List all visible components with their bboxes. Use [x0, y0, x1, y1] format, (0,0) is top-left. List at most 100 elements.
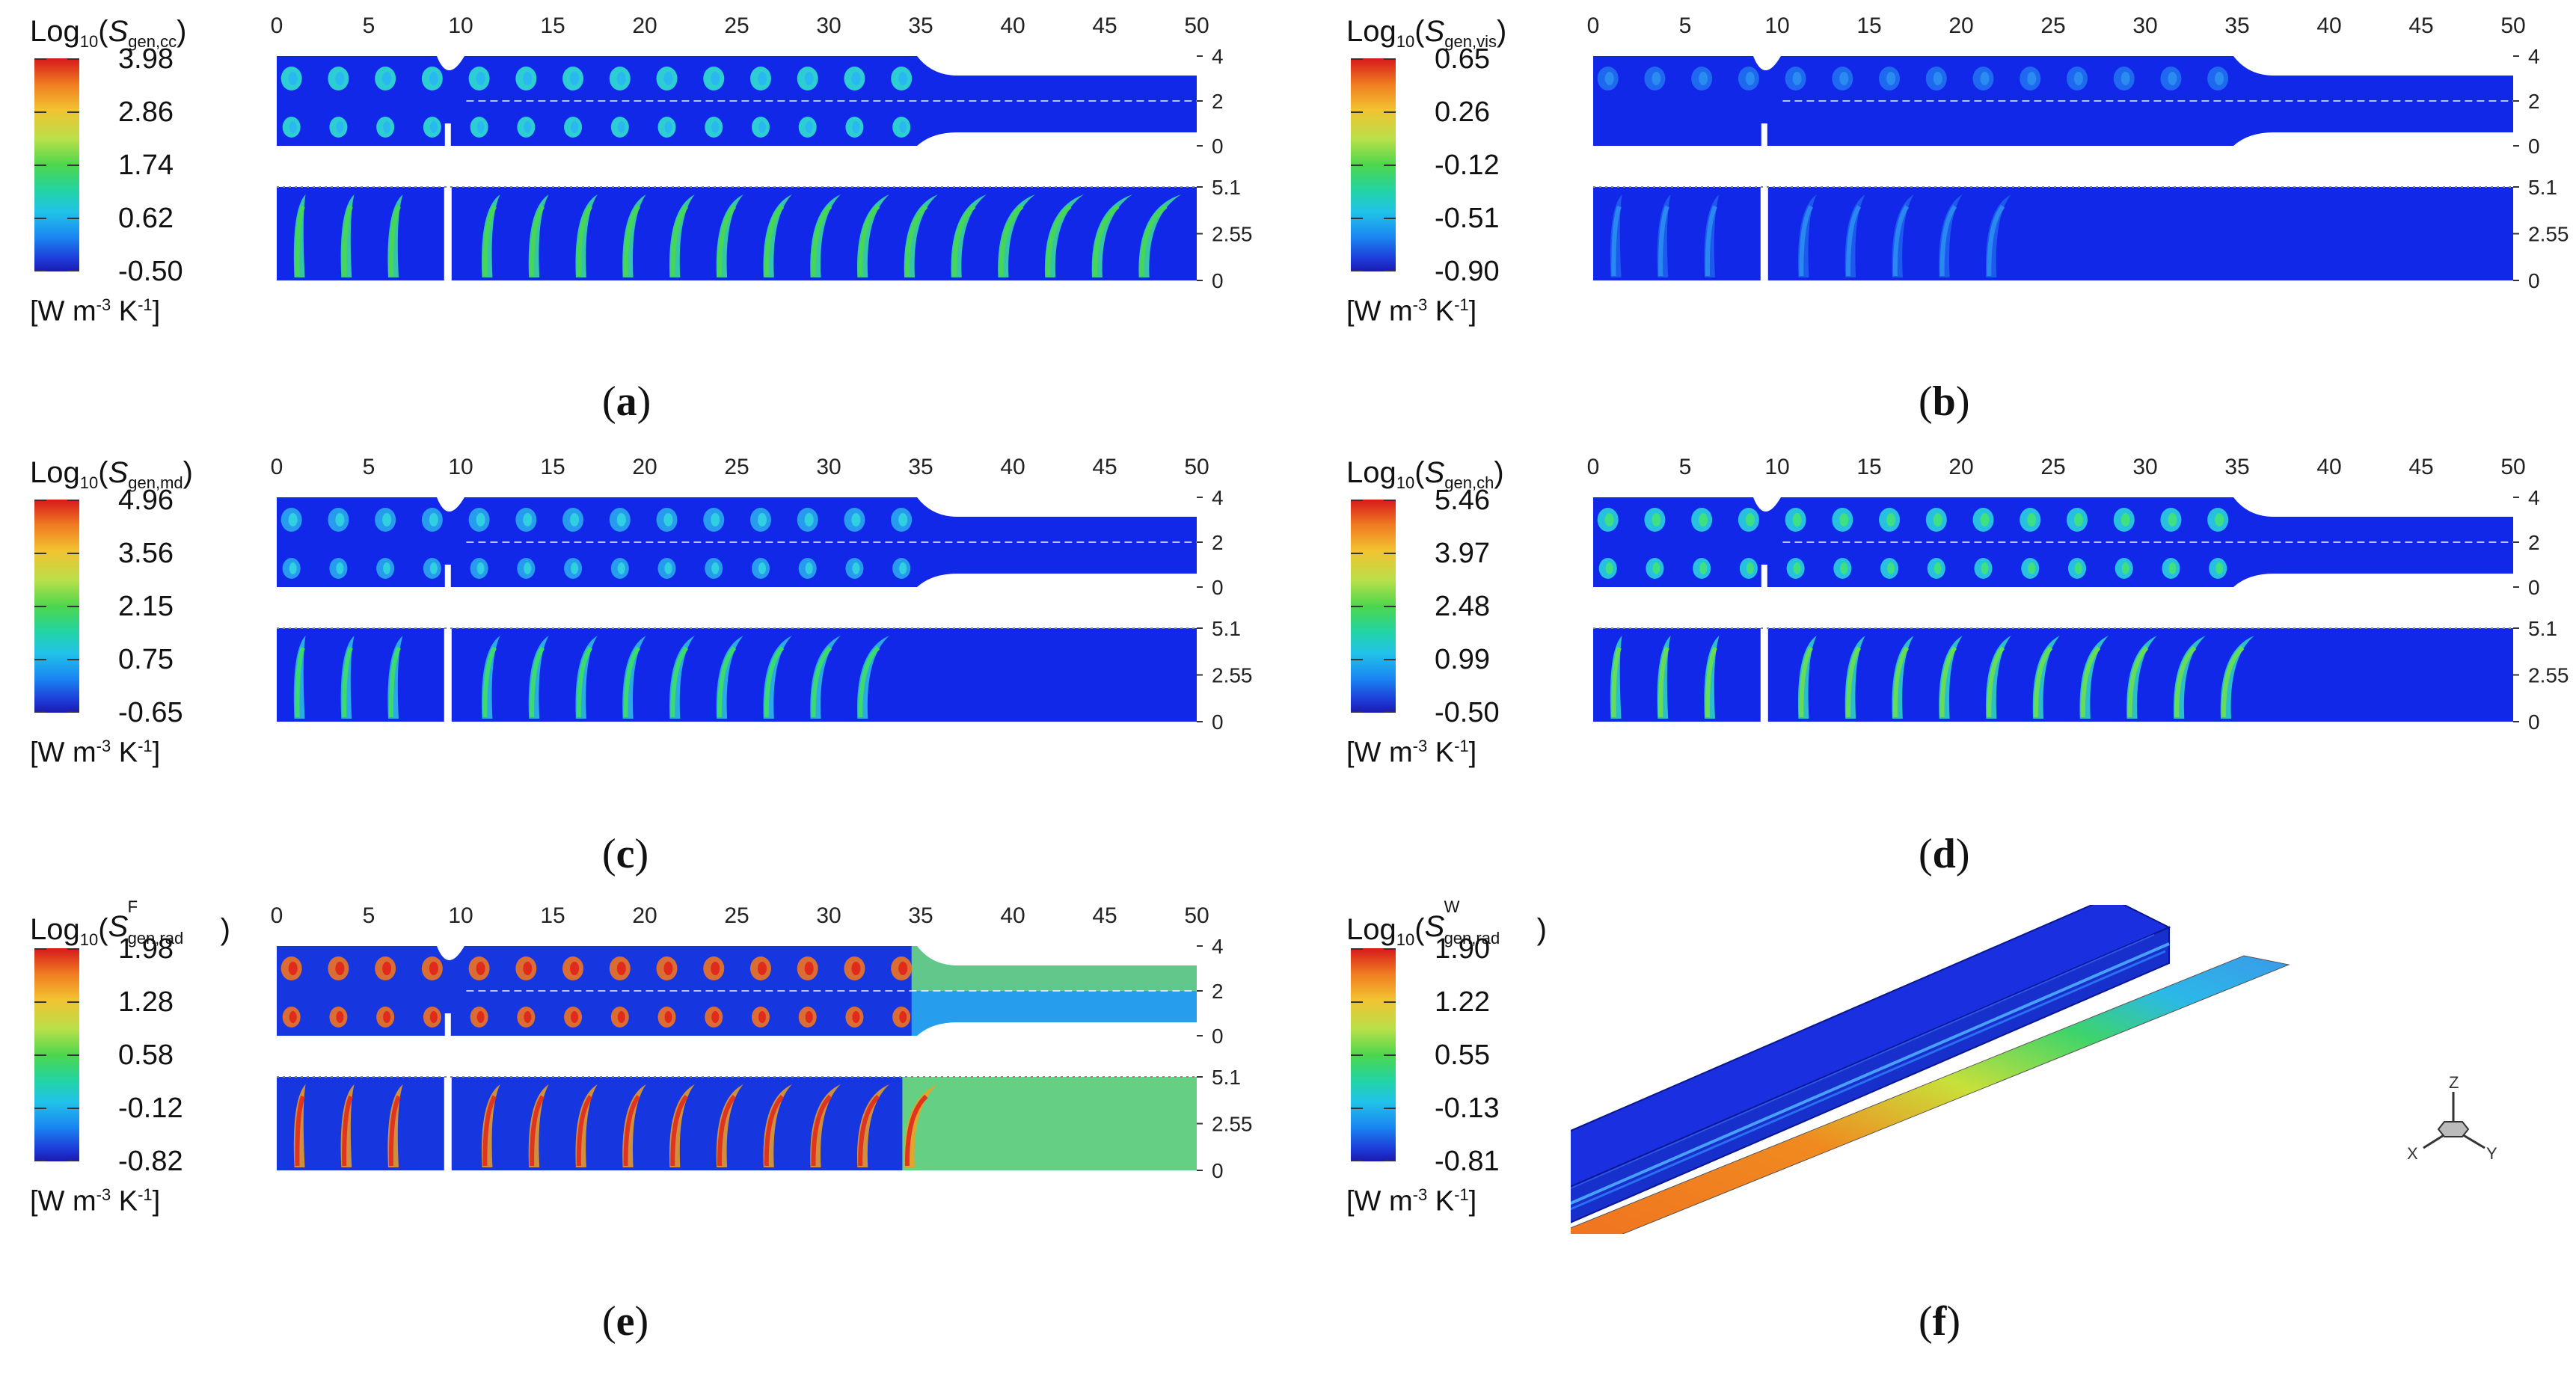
streak-mark — [1985, 636, 2011, 719]
axis-z-label: Z — [2449, 1073, 2459, 1092]
x-tick-label: 20 — [632, 15, 657, 38]
bottom-y-tick-label: 2.55 — [2528, 223, 2569, 246]
panel-c-cbar-tick: 2.15 — [118, 591, 174, 622]
panel-b-cbar-tick: -0.90 — [1435, 256, 1500, 287]
panel-c-label: (c) — [602, 831, 649, 877]
x-tick-label: 45 — [2408, 15, 2433, 38]
panel-f-cbar-tick: -0.13 — [1435, 1093, 1500, 1124]
x-tick-label: 25 — [724, 905, 749, 928]
panel-a-cbar-tick: -0.50 — [118, 256, 183, 287]
panel-d-label: (d) — [1919, 831, 1970, 877]
x-tick-label: 5 — [1679, 456, 1692, 479]
top-subplot — [277, 946, 1197, 1036]
panel-b: Log10(Sgen,vis) 0.65 0.26 -0.12 -0.51 -0… — [1346, 15, 2576, 344]
axis-y-label: Y — [2486, 1144, 2497, 1163]
top-y-tick-label: 2 — [2528, 90, 2540, 113]
x-tick-label: 20 — [1948, 15, 1973, 38]
x-tick-label: 0 — [1587, 15, 1600, 38]
x-tick-label: 5 — [1679, 15, 1692, 38]
axes-triad-icon: Z X Y — [2407, 1073, 2497, 1163]
streak-mark — [2032, 636, 2060, 719]
streak-mark — [998, 194, 1035, 277]
x-tick-label: 0 — [1587, 456, 1600, 479]
panel-b-label: (b) — [1919, 378, 1970, 425]
panel-b-cbar-tick: 0.26 — [1435, 96, 1490, 128]
x-tick-label: 25 — [724, 15, 749, 38]
panel-f-cbar-tick: 1.90 — [1435, 933, 1490, 965]
top-subplot — [1593, 56, 2513, 146]
streak-mark — [2126, 636, 2157, 719]
x-tick-label: 40 — [1000, 905, 1025, 928]
x-tick-label: 5 — [363, 905, 375, 928]
streak-mark — [810, 636, 841, 719]
bottom-subplot — [277, 1074, 1197, 1173]
radiation-strip-3d — [1571, 955, 2290, 1234]
x-tick-label: 25 — [2040, 456, 2065, 479]
panel-a-colorbar — [34, 58, 79, 271]
top-y-tick-label: 4 — [1212, 45, 1224, 68]
x-tick-label: 40 — [2316, 15, 2341, 38]
panel-c-cbar-tick: 4.96 — [118, 485, 174, 516]
panel-b-cbar-tick: 0.65 — [1435, 43, 1490, 75]
bottom-y-tick-label: 0 — [2528, 269, 2540, 292]
x-tick-label: 10 — [448, 905, 473, 928]
x-tick-label: 25 — [724, 456, 749, 479]
top-y-tick-label: 0 — [2528, 135, 2540, 158]
panel-d-cbar-tick: -0.50 — [1435, 697, 1500, 728]
panel-f-cbar-tick: 1.22 — [1435, 986, 1490, 1018]
panel-a-cbar-tick: 2.86 — [118, 96, 174, 128]
panel-d: Log10(Sgen,ch) 5.46 3.97 2.48 0.99 -0.50… — [1346, 456, 2576, 785]
top-y-tick-label: 0 — [1212, 576, 1224, 599]
x-tick-label: 0 — [271, 15, 283, 38]
x-tick-label: 50 — [2500, 15, 2525, 38]
x-tick-label: 35 — [2224, 15, 2249, 38]
panel-f-cbar-tick: -0.81 — [1435, 1146, 1500, 1177]
bottom-y-tick-label: 0 — [2528, 710, 2540, 734]
top-subplot — [277, 497, 1197, 587]
x-tick-label: 45 — [1092, 15, 1117, 38]
axis-x-label: X — [2407, 1144, 2418, 1163]
panel-e-cbar-tick: -0.82 — [118, 1146, 183, 1177]
x-tick-label: 30 — [816, 456, 841, 479]
channel-block-3d — [1571, 905, 2171, 1223]
streak-mark — [1939, 636, 1963, 719]
panel-d-colorbar — [1351, 500, 1396, 713]
streak-mark — [856, 636, 889, 719]
bottom-y-tick-label: 2.55 — [2528, 664, 2569, 687]
x-tick-label: 30 — [2132, 15, 2157, 38]
panel-c-cbar-tick: 3.56 — [118, 538, 174, 569]
x-tick-label: 50 — [2500, 456, 2525, 479]
panel-c: Log10(Sgen,md) 4.96 3.56 2.15 0.75 -0.65… — [30, 456, 1264, 785]
panel-e-cbar-tick: 1.28 — [118, 986, 174, 1018]
panel-c-title: Log10(Sgen,md) — [30, 456, 193, 492]
bottom-y-tick-label: 0 — [1212, 1159, 1224, 1182]
panel-d-unit: [W m-3 K-1] — [1346, 737, 1477, 769]
panel-e-cbar-tick: 0.58 — [118, 1039, 174, 1071]
streak-mark — [810, 194, 841, 277]
panel-f-colorbar — [1351, 948, 1396, 1161]
panel-a-cbar-tick: 0.62 — [118, 203, 174, 234]
panel-a: Log10(Sgen,cc) 3.98 2.86 1.74 0.62 -0.50… — [30, 15, 1264, 344]
x-tick-label: 40 — [2316, 456, 2341, 479]
panel-b-cbar-tick: -0.12 — [1435, 150, 1500, 181]
x-tick-label: 15 — [1856, 15, 1881, 38]
panel-f-label: (f) — [1919, 1298, 1960, 1345]
streak-mark — [904, 1084, 938, 1167]
top-subplot — [1593, 497, 2513, 587]
bottom-y-tick-label: 5.1 — [1212, 176, 1241, 199]
panel-d-cbar-tick: 3.97 — [1435, 538, 1490, 569]
x-tick-label: 40 — [1000, 15, 1025, 38]
top-y-tick-label: 0 — [1212, 135, 1224, 158]
top-y-tick-label: 4 — [2528, 486, 2540, 509]
streak-mark — [622, 194, 646, 277]
streak-mark — [2173, 636, 2206, 719]
top-y-tick-label: 2 — [1212, 90, 1224, 113]
x-tick-label: 50 — [1184, 905, 1209, 928]
streak-mark — [716, 1084, 743, 1167]
